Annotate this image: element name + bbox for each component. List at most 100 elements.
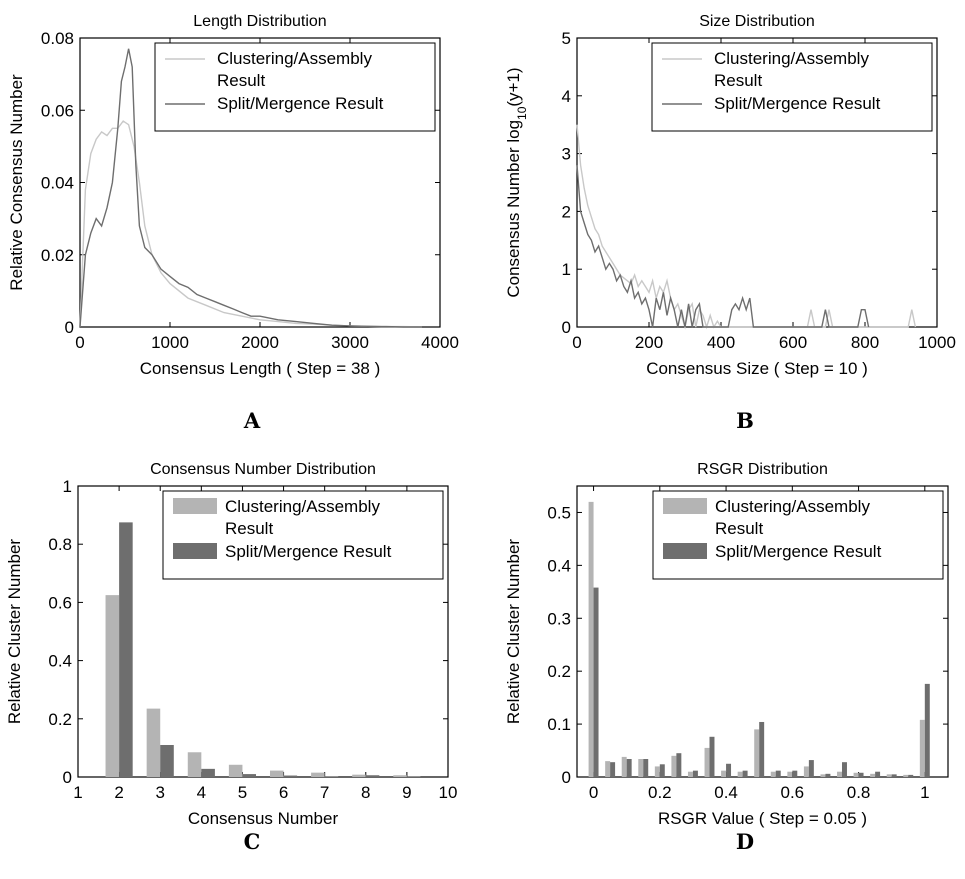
bar-series-1 [228,764,243,777]
panel-b: 0 200 400 600 800 1000 0 1 2 3 4 5 Size Distribution… [504,13,956,433]
legend-swatch-2 [663,543,707,559]
bar-series-2 [858,772,864,777]
bar-series-1 [311,772,325,777]
x-tick-label: 0 [572,333,581,352]
bar-series-1 [352,774,366,777]
bar-series-1 [919,719,925,777]
bar-series-2 [775,770,781,777]
bar-series-1 [737,771,743,777]
bar-series-1 [687,771,693,777]
x-tick-label: 4 [197,783,206,802]
legend: Clustering/Assembly Result Split/Mergence … [154,42,436,132]
plot-frame [77,485,449,778]
bar-series-2 [283,775,298,777]
y-tick-label: 5 [562,29,571,48]
x-tick-label: 1 [920,783,929,802]
panel-c: 1 2 3 4 5 6 7 8 9 10 0 0.2 0.4 0.6 0.8 1 Consensus Numbe… [5,461,457,854]
legend-box [154,42,436,132]
bar-series-2 [808,760,814,777]
panel-letter: C [244,829,261,854]
x-tick-label: 0.6 [780,783,804,802]
x-tick-label: 3 [155,783,164,802]
x-tick-label: 0.8 [847,783,871,802]
y-tick-label: 0.8 [48,535,72,554]
x-axis-label: RSGR Value ( Step = 0.05 ) [658,809,867,828]
bar-series-2 [842,762,847,777]
y-tick-label: 0.5 [547,503,571,522]
legend: Clustering/Assembly Result Split/Mergence … [162,490,444,580]
y-tick-label: 0.2 [547,662,571,681]
x-axis-label: Consensus Number [188,809,339,828]
y-tick-label: 0.4 [547,556,571,575]
y-axis-label: Relative Consensus Number [7,74,26,291]
y-axis-label: Consensus Number log10(y+1) [504,67,529,297]
bar-series-2 [593,587,599,777]
legend-label-1: Clustering/Assembly [217,49,372,68]
bar-series-1 [621,756,627,777]
x-tick-label: 0.4 [714,783,738,802]
bar-series-2 [242,774,257,777]
bar-series-2 [406,776,421,777]
y-tick-label: 1 [63,477,72,496]
legend-swatch-2 [173,543,217,559]
x-tick-label: 2000 [241,333,279,352]
legend-label-2: Split/Mergence Result [714,94,881,113]
legend-label-1-cont: Result [715,519,763,538]
y-axis-label: Relative Cluster Number [504,539,523,725]
series-line-2 [576,165,870,328]
x-tick-label: 3000 [331,333,369,352]
y-tick-label: 0 [562,768,571,787]
chart-title: RSGR Distribution [697,461,828,478]
bar-series-1 [787,771,793,777]
legend-label-1: Clustering/Assembly [714,49,869,68]
y-tick-label: 0.1 [547,715,571,734]
y-tick-label: 0.08 [41,29,74,48]
x-tick-label: 4000 [421,333,459,352]
bar-series-2 [792,770,798,777]
bar-series-2 [365,775,380,777]
legend-swatch-1 [663,498,707,514]
legend-label-2: Split/Mergence Result [715,542,882,561]
x-tick-label: 200 [635,333,663,352]
y-tick-label: 4 [562,87,571,106]
panel-letter: B [736,408,754,433]
series-line-1 [79,120,423,328]
x-tick-label: 7 [320,783,329,802]
legend: Clustering/Assembly Result Split/Mergence … [652,490,944,580]
bar-series-1 [393,775,407,777]
bar-series-1 [269,770,284,777]
x-tick-label: 5 [238,783,247,802]
bar-series-1 [721,770,727,777]
bar-series-1 [187,752,202,777]
x-tick-label: 0 [589,783,598,802]
x-tick-label: 400 [707,333,735,352]
legend-label-1: Clustering/Assembly [715,497,870,516]
panel-d: 0 0.2 0.4 0.6 0.8 1 0 0.1 0.2 0.3 0.4 0.5 RSGR Distr… [504,461,949,854]
x-tick-label: 8 [361,783,370,802]
bar-series-2 [643,759,649,777]
bar-series-1 [837,771,842,777]
bar-series-1 [754,729,760,777]
bar-series-1 [903,774,909,777]
bar-series-1 [770,771,776,777]
bar-series-2 [160,744,174,777]
bar-series-2 [692,770,698,777]
y-tick-label: 0.3 [547,609,571,628]
bar-series-1 [654,766,660,777]
x-tick-label: 600 [779,333,807,352]
legend-label-2: Split/Mergence Result [225,542,392,561]
series-line-2 [79,48,422,328]
y-tick-label: 0 [63,768,72,787]
bar-series-2 [626,759,632,777]
bar-series-1 [146,708,161,777]
bar-series-2 [875,771,881,777]
x-axis-label: Consensus Length ( Step = 38 ) [140,359,381,378]
panel-letter: D [736,829,754,854]
y-tick-label: 1 [562,260,571,279]
bar-series-2 [676,753,682,777]
x-axis-label: Consensus Size ( Step = 10 ) [646,359,868,378]
bar-series-2 [825,773,831,777]
y-axis-label: Relative Cluster Number [5,539,24,725]
chart-title: Consensus Number Distribution [150,461,376,478]
